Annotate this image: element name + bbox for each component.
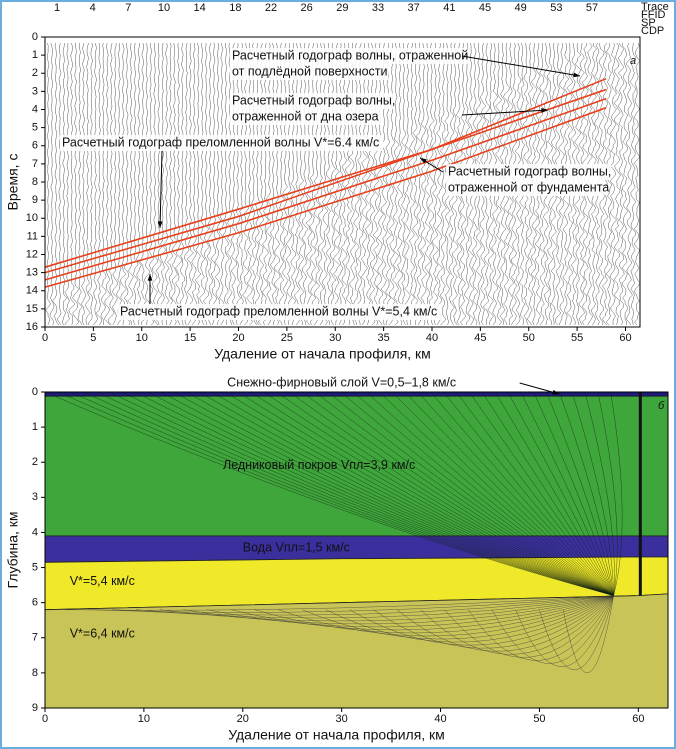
y-tick-label: 12 (26, 248, 38, 260)
y-tick-label: 5 (32, 122, 38, 134)
header-label: 45 (479, 2, 491, 14)
header-label: 26 (301, 2, 313, 14)
annotation: отраженной от дна озера (232, 109, 379, 123)
x-tick-label: 0 (42, 713, 48, 725)
x-tick-label: 35 (377, 332, 389, 344)
y-tick-label: 3 (32, 85, 38, 97)
header-row: CDP (641, 25, 664, 37)
x-tick-label: 30 (329, 332, 341, 344)
header-label: 18 (229, 2, 241, 14)
annotation: от подлёдной поверхности (232, 64, 388, 78)
y-tick-label: 5 (32, 561, 38, 573)
annotation: Расчетный годограф преломленной волны V*… (62, 135, 379, 149)
header-label: 53 (550, 2, 562, 14)
y-axis-label: Время, с (5, 154, 21, 211)
y-tick-label: 4 (32, 526, 38, 538)
header-label: 7 (125, 2, 131, 14)
x-tick-label: 5 (90, 332, 96, 344)
y-tick-label: 13 (26, 267, 38, 279)
header-label: 57 (586, 2, 598, 14)
y-tick-label: 8 (32, 667, 38, 679)
header-label: 10 (158, 2, 170, 14)
x-tick-label: 20 (232, 332, 244, 344)
x-tick-label: 20 (237, 713, 249, 725)
header-label: 29 (336, 2, 348, 14)
y-tick-label: 1 (32, 49, 38, 61)
x-tick-label: 60 (619, 332, 631, 344)
y-tick-label: 0 (32, 386, 38, 398)
y-tick-label: 15 (26, 303, 38, 315)
x-axis-label: Удаление от начала профиля, км (228, 727, 445, 743)
y-tick-label: 3 (32, 491, 38, 503)
annotation: Расчетный годограф волны, (232, 93, 395, 107)
x-tick-label: 60 (632, 713, 644, 725)
x-tick-label: 10 (138, 713, 150, 725)
layer-label: V*=5,4 км/с (70, 574, 135, 588)
y-tick-label: 6 (32, 140, 38, 152)
y-tick-label: 11 (27, 230, 38, 242)
x-tick-label: 45 (474, 332, 486, 344)
x-axis-label: Удаление от начала профиля, км (214, 346, 431, 362)
x-tick-label: 50 (533, 713, 545, 725)
y-tick-label: 16 (26, 321, 38, 333)
y-tick-label: 14 (26, 285, 38, 297)
x-tick-label: 10 (136, 332, 148, 344)
y-tick-label: 9 (32, 702, 38, 714)
layer-label: Вода Vпл=1,5 км/с (243, 541, 350, 555)
x-tick-label: 55 (571, 332, 583, 344)
y-tick-label: 7 (32, 158, 38, 170)
header-label: 1 (54, 2, 60, 14)
panel-label: а (630, 55, 636, 67)
header-label: 4 (90, 2, 96, 14)
layer-label: Снежно-фирновый слой V=0,5–1,8 км/с (227, 375, 456, 389)
header-label: 33 (372, 2, 384, 14)
x-tick-label: 30 (336, 713, 348, 725)
x-tick-label: 40 (434, 713, 446, 725)
annotation: Расчетный годограф волны, отраженной (232, 48, 468, 62)
header-label: 41 (443, 2, 455, 14)
y-axis-label: Глубина, км (5, 511, 21, 588)
annotation: Расчетный годограф преломленной волны V*… (120, 304, 437, 318)
y-tick-label: 7 (32, 632, 38, 644)
y-tick-label: 1 (32, 421, 38, 433)
y-tick-label: 10 (26, 212, 38, 224)
y-tick-label: 9 (32, 194, 38, 206)
layer-label: V*=6,4 км/с (70, 627, 135, 641)
y-tick-label: 4 (32, 103, 38, 115)
header-label: 22 (265, 2, 277, 14)
x-tick-label: 40 (426, 332, 438, 344)
panel-label: б (658, 400, 665, 412)
figure: 14710141822262933374145495357TraceFFIDSP… (0, 0, 676, 749)
layer-label: Ледниковый покров Vпл=3,9 км/с (223, 458, 415, 472)
x-tick-label: 25 (281, 332, 293, 344)
y-tick-label: 2 (32, 67, 38, 79)
x-tick-label: 15 (184, 332, 196, 344)
header-label: 37 (408, 2, 420, 14)
annotation: отраженной от фундамента (448, 180, 609, 194)
annotation: Расчетный годограф волны, (448, 164, 611, 178)
y-tick-label: 2 (32, 456, 38, 468)
y-tick-label: 0 (32, 31, 38, 43)
layer (45, 392, 668, 396)
header-label: 14 (194, 2, 206, 14)
header-label: 49 (515, 2, 527, 14)
y-tick-label: 8 (32, 176, 38, 188)
x-tick-label: 50 (523, 332, 535, 344)
x-tick-label: 0 (42, 332, 48, 344)
y-tick-label: 6 (32, 597, 38, 609)
